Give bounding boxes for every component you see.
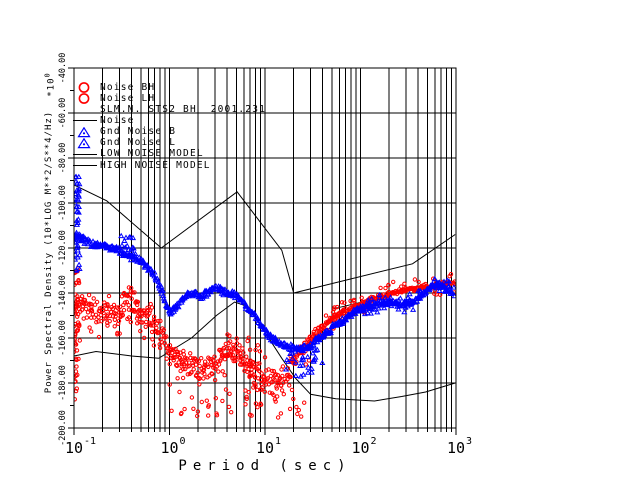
line-marker-icon bbox=[71, 160, 100, 171]
legend-item-low-noise-model: LOW NOISE MODEL bbox=[71, 149, 266, 160]
no-marker bbox=[71, 104, 100, 115]
x-tick-base: 10 bbox=[351, 439, 369, 457]
x-tick-base: 10 bbox=[65, 439, 83, 457]
legend-item-label: LOW NOISE MODEL bbox=[100, 148, 204, 160]
y-axis-multiplier: *100 bbox=[44, 72, 57, 96]
chart-legend: Noise BH Noise LH SLM.N. STS2 BH 2001.231 N… bbox=[71, 82, 266, 171]
legend-item-label: Gnd Noise B bbox=[100, 126, 177, 138]
y-tick-label: -140.00 bbox=[58, 275, 68, 311]
legend-item-label: HIGH NOISE MODEL bbox=[100, 159, 211, 171]
series-gnd-noise-l bbox=[74, 173, 456, 379]
legend-item-gnd-noise-l: Gnd Noise L bbox=[71, 137, 266, 149]
legend-item-label: Noise BH bbox=[100, 81, 156, 93]
circle-marker-icon bbox=[71, 82, 100, 93]
x-axis-tick-labels: 10 -1 10 0 10 1 10 2 10 3 bbox=[65, 436, 472, 457]
legend-item-gnd-noise-b: Gnd Noise B bbox=[71, 126, 266, 138]
y-tick-label: -80.00 bbox=[58, 143, 68, 174]
y-axis-multiplier-exponent: 0 bbox=[43, 71, 52, 77]
legend-item-noise-lh: Noise LH bbox=[71, 92, 266, 105]
legend-item-label: SLM.N. STS2 BH 2001.231 bbox=[100, 103, 267, 115]
x-tick-base: 10 bbox=[160, 439, 178, 457]
x-axis-title: Period (sec) bbox=[178, 458, 352, 474]
y-tick-label: -160.00 bbox=[58, 320, 68, 356]
legend-item-noise: Noise bbox=[71, 115, 266, 126]
legend-item-label: Noise bbox=[100, 114, 135, 126]
x-tick-base: 10 bbox=[256, 439, 274, 457]
circle-marker-icon bbox=[71, 93, 100, 105]
triangle-marker-icon bbox=[71, 137, 100, 149]
x-tick-exponent: -1 bbox=[84, 436, 96, 447]
y-tick-label: -200.00 bbox=[58, 410, 68, 446]
series-gnd-noise-b bbox=[74, 232, 456, 354]
y-axis-tick-labels: -40.00 -60.00 -80.00 -100.00 -120.00 -140.00 -… bbox=[58, 53, 68, 446]
plot-frame bbox=[73, 67, 457, 429]
x-tick-exponent: 0 bbox=[180, 436, 186, 447]
x-tick-base: 10 bbox=[447, 439, 465, 457]
legend-item-noise-bh: Noise BH bbox=[71, 82, 266, 93]
y-tick-label: -60.00 bbox=[58, 98, 68, 129]
y-tick-label: -40.00 bbox=[58, 53, 68, 84]
y-axis-multiplier-base: *10 bbox=[46, 76, 57, 97]
x-tick-exponent: 3 bbox=[466, 436, 472, 447]
y-tick-label: -100.00 bbox=[58, 185, 68, 221]
y-tick-label: -120.00 bbox=[58, 230, 68, 266]
legend-item-label: Gnd Noise L bbox=[100, 137, 177, 149]
legend-item-label: Noise LH bbox=[100, 92, 156, 104]
x-tick-exponent: 2 bbox=[371, 436, 377, 447]
plot-series bbox=[74, 173, 456, 420]
legend-item-slm-n-sts2-bh-2001-231: SLM.N. STS2 BH 2001.231 bbox=[71, 104, 266, 115]
axis-ticks bbox=[68, 67, 457, 435]
y-tick-label: -180.00 bbox=[58, 365, 68, 401]
legend-item-high-noise-model: HIGH NOISE MODEL bbox=[71, 160, 266, 171]
triangle-marker-icon bbox=[71, 126, 100, 138]
series-high-noise-model bbox=[74, 184, 456, 294]
y-axis-title: Power Spectral Density (10*LOG M**2/S**4… bbox=[44, 110, 55, 394]
series-noise-lh bbox=[74, 266, 456, 420]
line-marker-icon bbox=[71, 149, 100, 160]
x-tick-exponent: 1 bbox=[275, 436, 281, 447]
line-marker-icon bbox=[71, 115, 100, 126]
